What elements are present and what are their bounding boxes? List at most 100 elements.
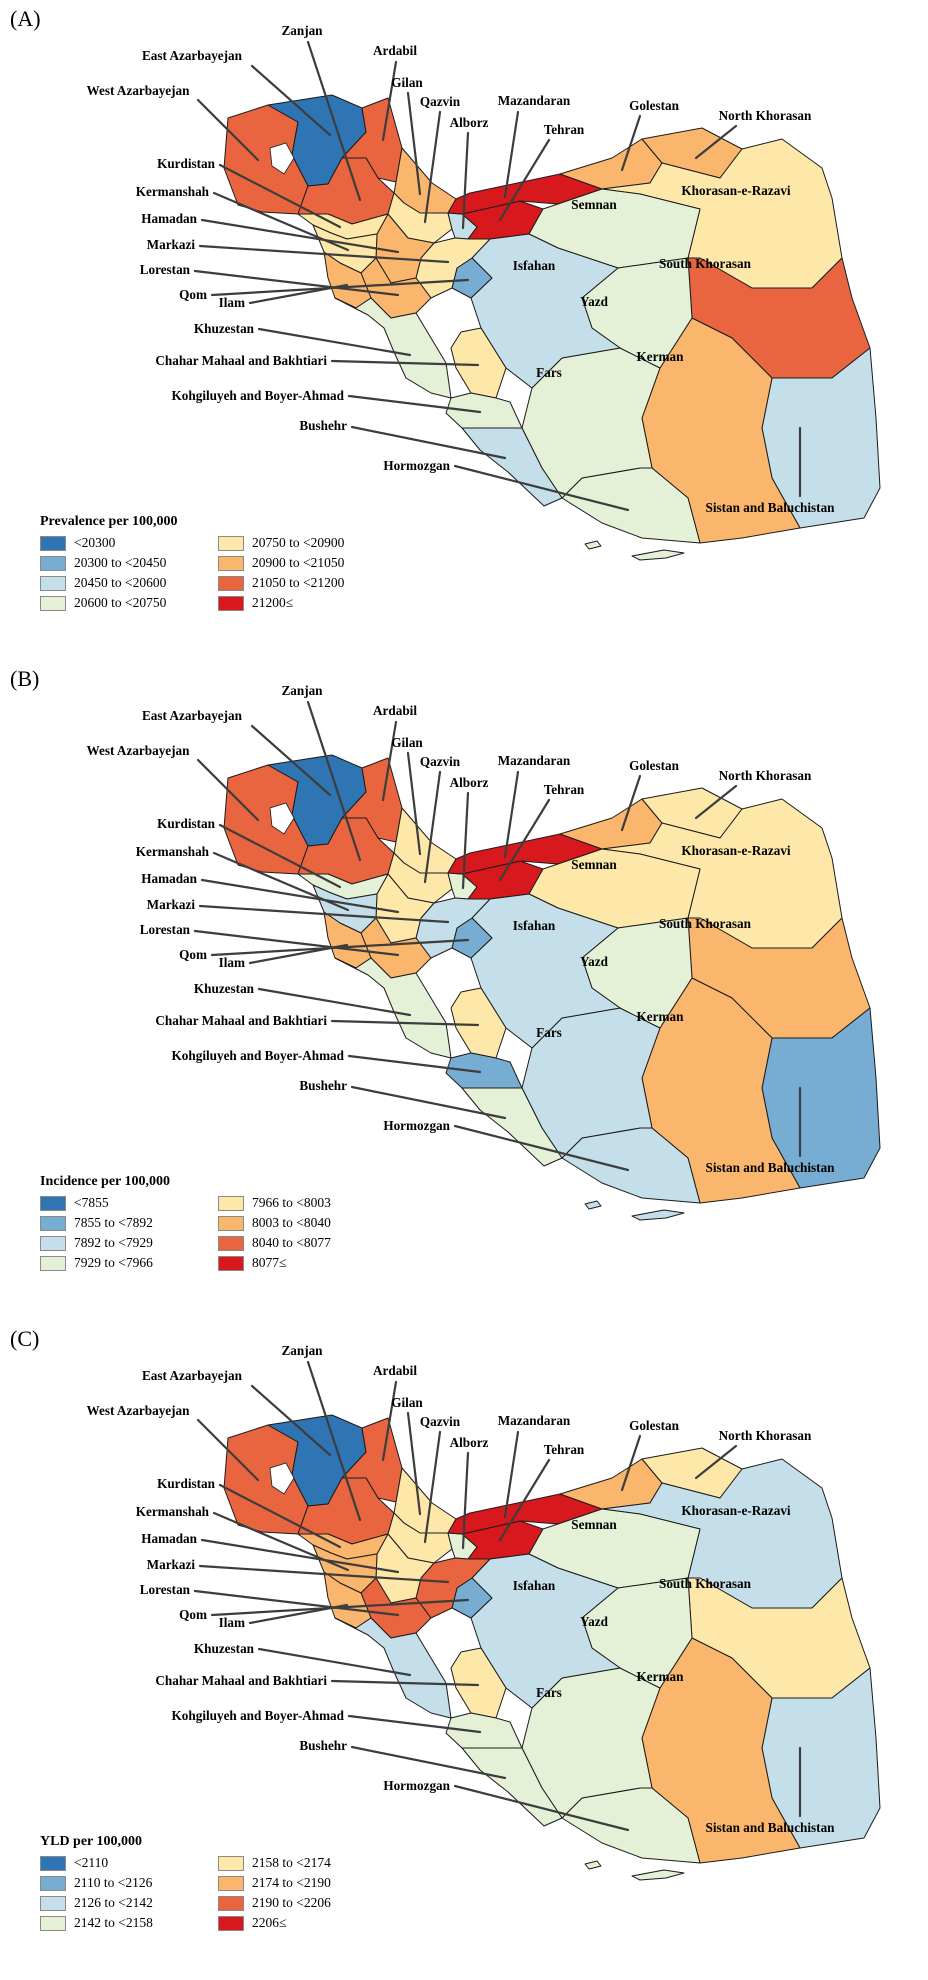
leader-line-alborz — [461, 791, 470, 890]
legend-item: 8077≤ — [218, 1253, 398, 1273]
legend-swatch — [40, 1235, 66, 1251]
legend-item: 21050 to <21200 — [218, 573, 398, 593]
leader-line-ardabil — [381, 60, 398, 142]
province-label-kermanshah: Kermanshah — [136, 844, 210, 859]
province-label-lorestan: Lorestan — [140, 1582, 191, 1597]
leader-line-mazandaran — [503, 110, 520, 199]
legend-item: 2206≤ — [218, 1913, 398, 1933]
legend-label: 7929 to <7966 — [74, 1255, 153, 1270]
leader-line-qazvin — [423, 110, 442, 224]
legend-item: 7892 to <7929 — [40, 1233, 218, 1253]
legend-swatch — [218, 1235, 244, 1251]
legend-swatch — [40, 1195, 66, 1211]
province-label-bushehr: Bushehr — [299, 1078, 347, 1093]
iran-map-svg: Zanjan East Azarbayejan Ardabil West Azarba… — [87, 23, 881, 561]
legend-title: Prevalence per 100,000 — [40, 514, 178, 529]
leader-line-zanjan — [306, 700, 362, 862]
leader-line-qom — [210, 938, 470, 957]
leader-line-golestan — [620, 114, 642, 172]
legend-swatch — [40, 575, 66, 591]
legend-label: 2110 to <2126 — [74, 1875, 153, 1890]
province-label-yazd: Yazd — [580, 954, 609, 969]
leader-line-ilam — [248, 1603, 349, 1625]
legend-title: YLD per 100,000 — [40, 1834, 143, 1849]
leader-line-tehran — [498, 1458, 551, 1542]
province-label-golestan: Golestan — [629, 758, 679, 773]
province-label-gilan: Gilan — [391, 1395, 423, 1410]
leader-line-khuzestan — [257, 327, 412, 357]
province-label-north_khorasan: North Khorasan — [719, 108, 812, 123]
legend-item: 20750 to <20900 — [218, 533, 398, 553]
leader-line-tehran — [498, 798, 551, 882]
province-label-khuzestan: Khuzestan — [194, 1641, 255, 1656]
province-label-qom: Qom — [179, 1607, 207, 1622]
province-label-bushehr: Bushehr — [299, 418, 347, 433]
province-label-isfahan: Isfahan — [513, 1578, 556, 1593]
province-label-qazvin: Qazvin — [420, 1414, 461, 1429]
province-label-markazi: Markazi — [147, 897, 196, 912]
legend-item: 2142 to <2158 — [40, 1913, 218, 1933]
leader-line-ardabil — [381, 1380, 398, 1462]
province-label-alborz: Alborz — [450, 115, 489, 130]
leader-line-kohgiluyeh_and_boyer_ahmad — [347, 394, 482, 414]
province-label-mazandaran: Mazandaran — [498, 1413, 571, 1428]
iran-map-svg: Zanjan East Azarbayejan Ardabil West Azarba… — [87, 683, 881, 1221]
province-label-hormozgan: Hormozgan — [383, 1778, 450, 1793]
province-label-gilan: Gilan — [391, 735, 423, 750]
province-label-qazvin: Qazvin — [420, 754, 461, 769]
province-label-qazvin: Qazvin — [420, 94, 461, 109]
leader-line-west_azarbayejan — [196, 98, 260, 162]
province-label-alborz: Alborz — [450, 775, 489, 790]
leader-line-bushehr — [350, 1745, 507, 1780]
province-label-lorestan: Lorestan — [140, 262, 191, 277]
province-label-chahar_mahaal_and_bakhtiari: Chahar Mahaal and Bakhtiari — [155, 1673, 327, 1688]
province-label-south_khorasan: South Khorasan — [659, 256, 752, 271]
legend-label: 20600 to <20750 — [74, 595, 167, 610]
legend-label: 2126 to <2142 — [74, 1895, 153, 1910]
province-label-ilam: Ilam — [219, 295, 245, 310]
legend-label: 2158 to <2174 — [252, 1855, 331, 1870]
province-label-kermanshah: Kermanshah — [136, 184, 210, 199]
province-label-kohgiluyeh_and_boyer_ahmad: Kohgiluyeh and Boyer-Ahmad — [172, 1048, 345, 1063]
province-label-kurdistan: Kurdistan — [157, 156, 216, 171]
province-label-qom: Qom — [179, 947, 207, 962]
leader-line-markazi — [198, 1564, 450, 1584]
province-label-kermanshah: Kermanshah — [136, 1504, 210, 1519]
leader-line-hormozgan — [453, 1124, 630, 1172]
province-label-ardabil: Ardabil — [373, 43, 417, 58]
province-label-ardabil: Ardabil — [373, 703, 417, 718]
legend-item: 8040 to <8077 — [218, 1233, 398, 1253]
province-label-north_khorasan: North Khorasan — [719, 1428, 812, 1443]
legend-item: 2126 to <2142 — [40, 1893, 218, 1913]
legend-item: 7966 to <8003 — [218, 1193, 398, 1213]
legend-label: 7966 to <8003 — [252, 1195, 331, 1210]
leader-line-qazvin — [423, 1430, 442, 1544]
province-label-sistan_and_baluchistan: Sistan and Baluchistan — [706, 500, 836, 515]
province-label-hormozgan: Hormozgan — [383, 1118, 450, 1133]
legend-grid: <20300 20300 to <20450 20450 to <20600 2060… — [40, 533, 400, 613]
province-label-kerman: Kerman — [637, 1009, 685, 1024]
legend-swatch — [218, 595, 244, 611]
leader-line-east_azarbayejan — [250, 64, 332, 137]
province-khuzestan — [334, 297, 452, 399]
province-kohgiluyeh_and_boyer_ahmad — [445, 1052, 523, 1089]
province-label-kurdistan: Kurdistan — [157, 816, 216, 831]
leader-line-qom — [210, 278, 470, 297]
legend-item: 20300 to <20450 — [40, 553, 218, 573]
leader-line-north_khorasan — [694, 784, 738, 820]
hormozgan-islands — [584, 1860, 602, 1870]
legend-swatch — [218, 1875, 244, 1891]
leader-line-golestan — [620, 1434, 642, 1492]
province-kohgiluyeh_and_boyer_ahmad — [445, 392, 523, 429]
province-label-fars: Fars — [536, 1025, 562, 1040]
leader-line-chahar_mahaal_and_bakhtiari — [330, 1019, 480, 1027]
province-label-fars: Fars — [536, 365, 562, 380]
province-label-zanjan: Zanjan — [281, 23, 323, 38]
legend-label: 7892 to <7929 — [74, 1235, 153, 1250]
legend-item: 21200≤ — [218, 593, 398, 613]
leader-line-zanjan — [306, 1360, 362, 1522]
legend-item: 7855 to <7892 — [40, 1213, 218, 1233]
legend-label: 20450 to <20600 — [74, 575, 167, 590]
legend-swatch — [218, 535, 244, 551]
province-label-hamadan: Hamadan — [141, 871, 197, 886]
